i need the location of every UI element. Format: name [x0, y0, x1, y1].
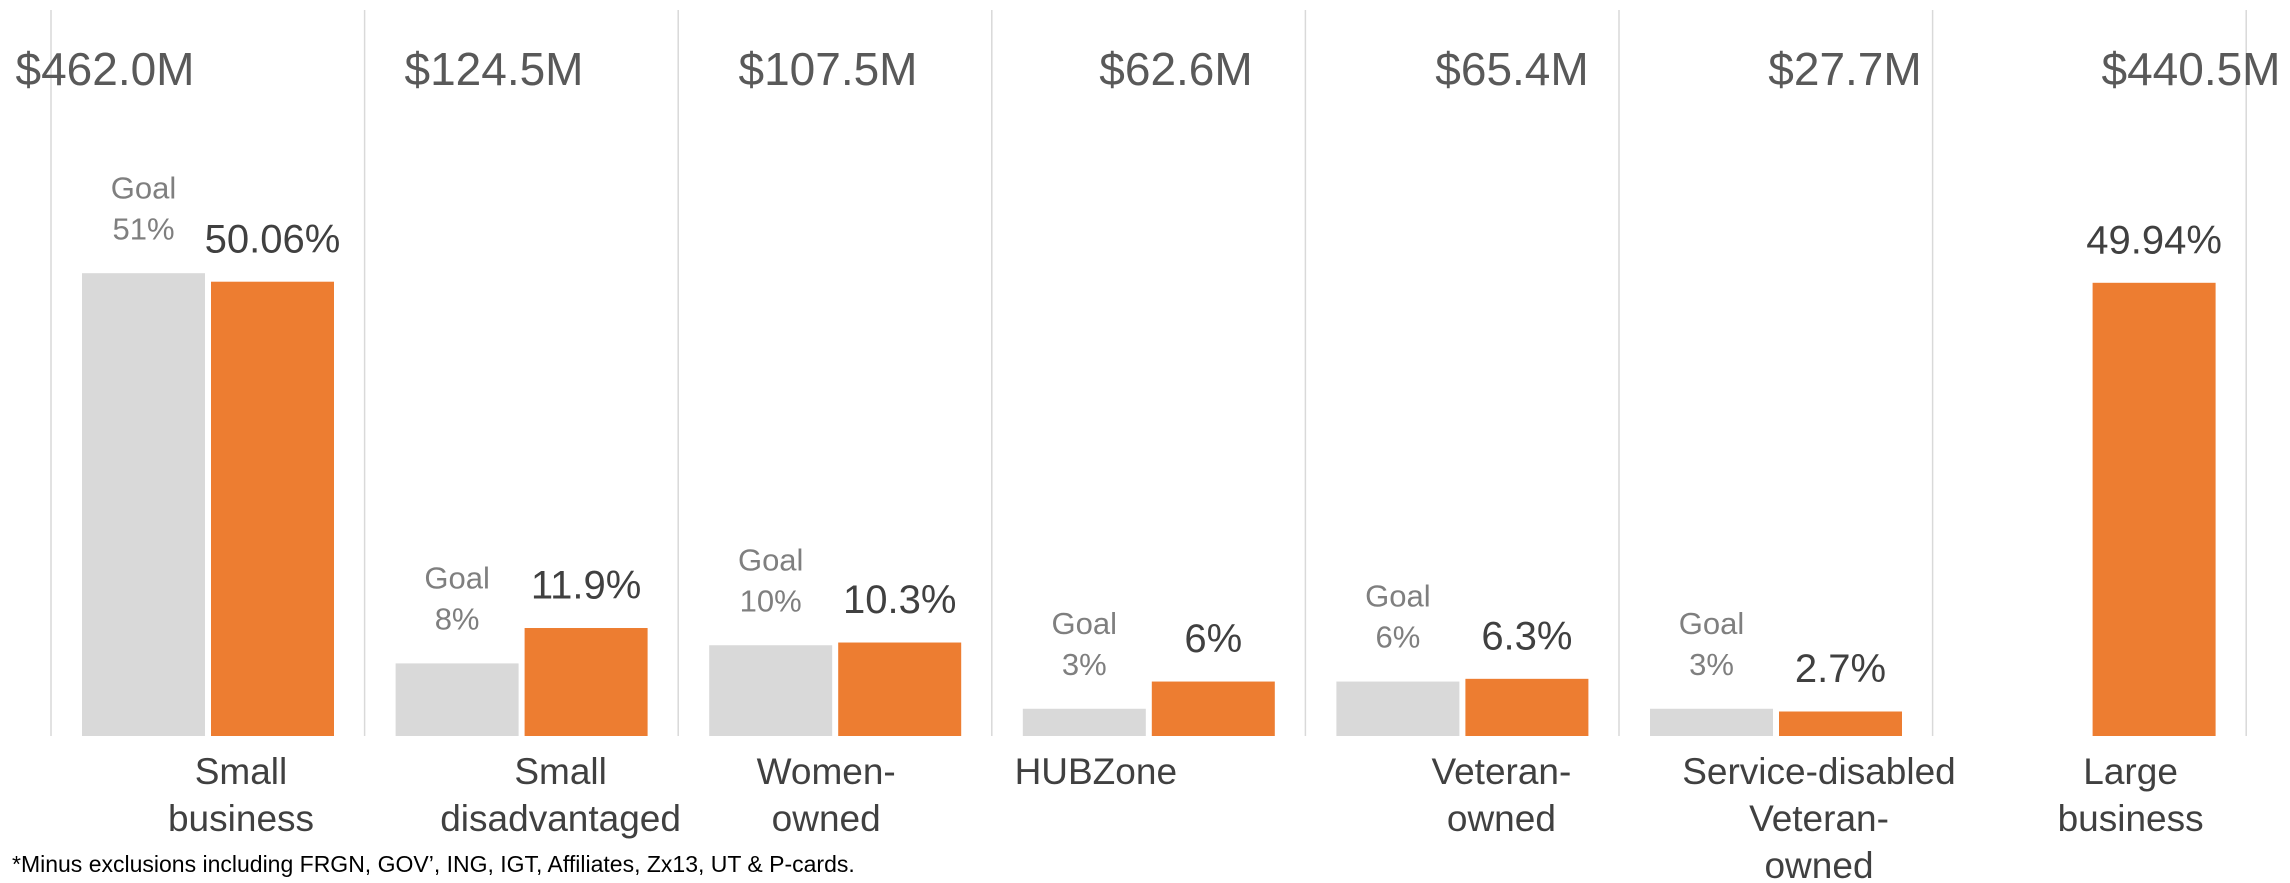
category-label: Small	[514, 751, 607, 792]
bar	[1650, 708, 1773, 736]
goal-name: Goal	[1052, 606, 1117, 641]
amount-label: $462.0M	[15, 43, 194, 95]
amount-label: $62.6M	[1099, 43, 1252, 95]
amount-label: $65.4M	[1435, 43, 1588, 95]
goal-name: Goal	[424, 561, 489, 596]
amount-label: $107.5M	[738, 43, 917, 95]
value-label: 11.9%	[531, 564, 641, 608]
bar	[1336, 681, 1460, 736]
goal-value-label: 3%	[1689, 647, 1734, 682]
category-label: owned	[1764, 845, 1873, 883]
amount-label: $124.5M	[404, 43, 583, 95]
value-label: 10.3%	[843, 578, 956, 622]
goal-value-label: 6%	[1375, 620, 1420, 655]
goal-value-label: 3%	[1062, 647, 1107, 682]
bar	[1151, 681, 1275, 736]
goal-name: Goal	[1365, 579, 1430, 614]
bar	[211, 281, 334, 736]
value-label: 2.7%	[1795, 647, 1886, 691]
footnote: *Minus exclusions including FRGN, GOV’, …	[12, 851, 855, 877]
amount-label: $440.5M	[2101, 43, 2280, 95]
value-label: 6%	[1184, 617, 1242, 661]
bar	[524, 628, 648, 736]
category-label: Veteran-	[1749, 798, 1889, 839]
category-label: disadvantaged	[440, 798, 681, 839]
goal-value-label: 51%	[112, 211, 174, 246]
goal-name: Goal	[738, 542, 803, 577]
amount-label: $27.7M	[1768, 43, 1921, 95]
goal-name: Goal	[1679, 606, 1744, 641]
category-label: business	[2058, 798, 2204, 839]
value-label: 49.94%	[2086, 218, 2222, 262]
category-label: Small	[195, 751, 288, 792]
category-label: business	[168, 798, 314, 839]
bar	[2092, 282, 2216, 736]
category-label: HUBZone	[1015, 751, 1177, 792]
value-label: 50.06%	[205, 217, 341, 261]
category-label: owned	[772, 798, 881, 839]
bar	[1779, 711, 1902, 736]
category-label: owned	[1447, 798, 1556, 839]
bar	[838, 642, 962, 736]
bar	[1022, 708, 1146, 736]
goal-name: Goal	[111, 170, 176, 205]
bar	[1465, 678, 1589, 736]
category-label: Veteran-	[1431, 751, 1571, 792]
goal-value-label: 10%	[740, 583, 802, 618]
bar	[82, 273, 205, 736]
category-label: Women-	[757, 751, 896, 792]
goal-value-label: 8%	[435, 602, 480, 637]
value-label: 6.3%	[1481, 614, 1572, 658]
category-label: Service-disabled	[1682, 751, 1956, 792]
bar	[395, 663, 519, 736]
category-label: Large	[2083, 751, 2178, 792]
bar	[709, 645, 833, 736]
